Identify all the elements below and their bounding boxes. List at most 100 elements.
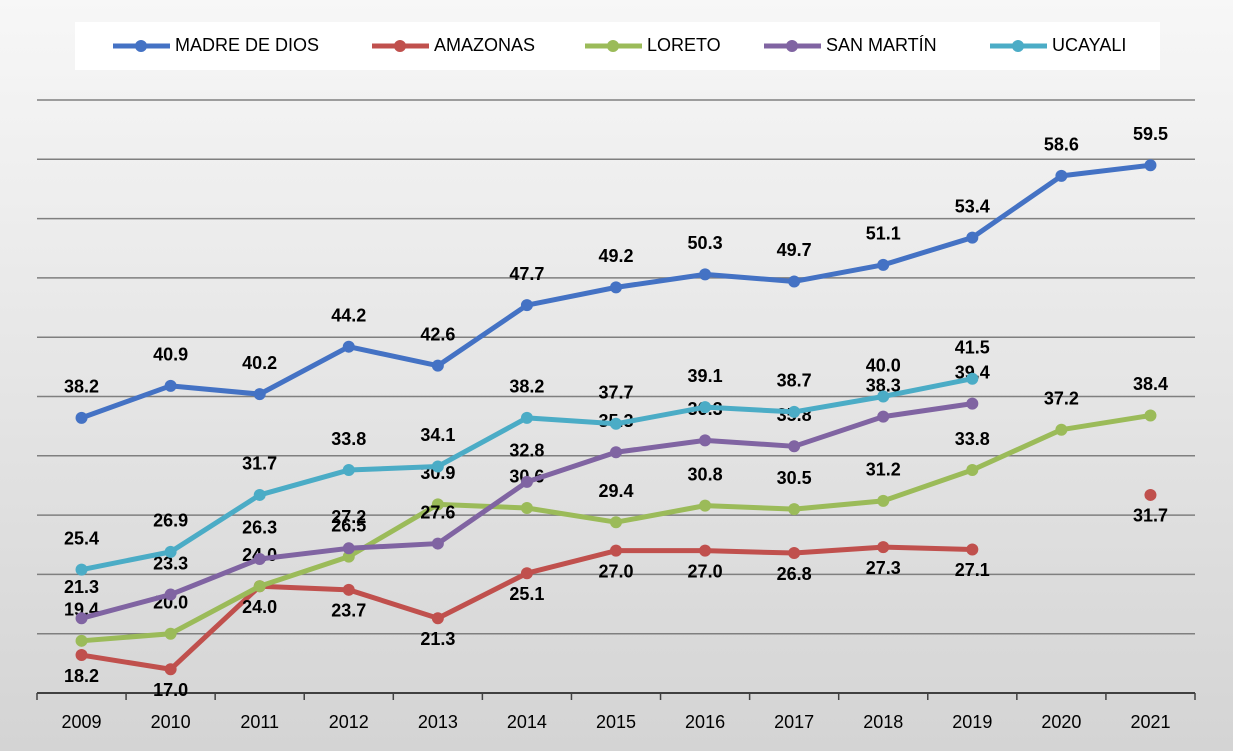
data-point — [699, 434, 712, 447]
legend-marker — [786, 40, 798, 52]
data-point — [788, 440, 801, 453]
data-label: 29.4 — [598, 481, 633, 501]
data-label: 18.2 — [64, 666, 99, 686]
data-point — [342, 340, 355, 353]
data-label: 49.7 — [777, 240, 812, 260]
data-point — [610, 544, 622, 557]
data-point — [788, 503, 801, 516]
data-label: 27.0 — [688, 561, 723, 581]
data-label: 38.3 — [866, 375, 901, 395]
data-point — [342, 542, 355, 555]
data-point — [788, 405, 801, 418]
legend-label: SAN MARTÍN — [826, 35, 937, 55]
x-tick-label: 2014 — [507, 712, 547, 732]
data-label: 26.8 — [777, 564, 812, 584]
data-point — [699, 499, 712, 512]
x-tick-label: 2019 — [952, 712, 992, 732]
data-label: 27.6 — [420, 502, 455, 522]
data-point — [966, 543, 979, 556]
data-label: 40.0 — [866, 355, 901, 375]
data-label: 26.9 — [153, 511, 188, 531]
data-point — [253, 388, 266, 401]
data-point — [966, 231, 979, 244]
data-label: 37.2 — [1044, 388, 1079, 408]
data-point — [699, 544, 712, 557]
data-label: 31.7 — [1133, 506, 1168, 526]
data-point — [520, 475, 533, 488]
data-point — [966, 397, 979, 410]
data-label: 37.7 — [598, 383, 633, 403]
data-label: 17.0 — [153, 680, 188, 700]
data-label: 30.5 — [777, 468, 812, 488]
data-label: 51.1 — [866, 224, 901, 244]
data-label: 21.3 — [64, 577, 99, 597]
x-tick-label: 2009 — [62, 712, 102, 732]
data-point — [164, 379, 177, 392]
x-tick-label: 2017 — [774, 712, 814, 732]
data-point — [431, 612, 444, 625]
data-point — [1055, 423, 1068, 436]
data-label: 44.2 — [331, 305, 366, 325]
data-point — [1144, 409, 1157, 422]
data-label: 27.2 — [331, 507, 366, 527]
data-label: 38.4 — [1133, 374, 1168, 394]
data-point — [1144, 488, 1157, 501]
data-label: 21.3 — [420, 629, 455, 649]
data-point — [164, 545, 177, 558]
data-point — [610, 281, 622, 294]
data-point — [431, 359, 444, 372]
x-tick-label: 2021 — [1130, 712, 1170, 732]
data-point — [610, 417, 622, 430]
data-point — [610, 516, 622, 529]
data-label: 32.8 — [509, 441, 544, 461]
data-label: 58.6 — [1044, 135, 1079, 155]
x-tick-label: 2018 — [863, 712, 903, 732]
data-label: 27.0 — [598, 561, 633, 581]
data-label: 47.7 — [509, 264, 544, 284]
data-label: 23.7 — [331, 601, 366, 621]
x-tick-label: 2016 — [685, 712, 725, 732]
data-label: 42.6 — [420, 324, 455, 344]
data-point — [75, 634, 88, 647]
data-point — [431, 460, 444, 473]
data-point — [75, 563, 88, 576]
data-label: 30.8 — [688, 464, 723, 484]
data-label: 25.4 — [64, 528, 99, 548]
data-label: 31.7 — [242, 454, 277, 474]
data-point — [253, 580, 266, 593]
data-label: 27.1 — [955, 560, 990, 580]
data-point — [253, 552, 266, 565]
data-point — [1055, 169, 1068, 182]
legend-marker — [394, 40, 406, 52]
data-point — [342, 550, 355, 563]
data-point — [1144, 159, 1157, 172]
data-point — [520, 299, 533, 312]
data-point — [877, 541, 890, 554]
data-point — [342, 583, 355, 596]
data-point — [342, 464, 355, 477]
x-tick-label: 2010 — [151, 712, 191, 732]
x-tick-label: 2020 — [1041, 712, 1081, 732]
legend-marker — [1012, 40, 1024, 52]
x-tick-label: 2013 — [418, 712, 458, 732]
data-point — [164, 627, 177, 640]
x-tick-label: 2012 — [329, 712, 369, 732]
data-label: 50.3 — [688, 233, 723, 253]
data-label: 23.3 — [153, 553, 188, 573]
data-point — [520, 411, 533, 424]
x-tick-label: 2011 — [240, 712, 279, 732]
data-point — [520, 567, 533, 580]
data-label: 33.8 — [331, 429, 366, 449]
data-point — [431, 537, 444, 550]
data-label: 33.8 — [955, 429, 990, 449]
data-label: 49.2 — [598, 246, 633, 266]
data-point — [164, 663, 177, 676]
data-point — [164, 588, 177, 601]
data-label: 39.1 — [688, 366, 723, 386]
data-point — [75, 649, 88, 662]
data-label: 38.2 — [64, 377, 99, 397]
data-point — [966, 464, 979, 477]
data-point — [788, 275, 801, 288]
data-label: 40.2 — [242, 353, 277, 373]
